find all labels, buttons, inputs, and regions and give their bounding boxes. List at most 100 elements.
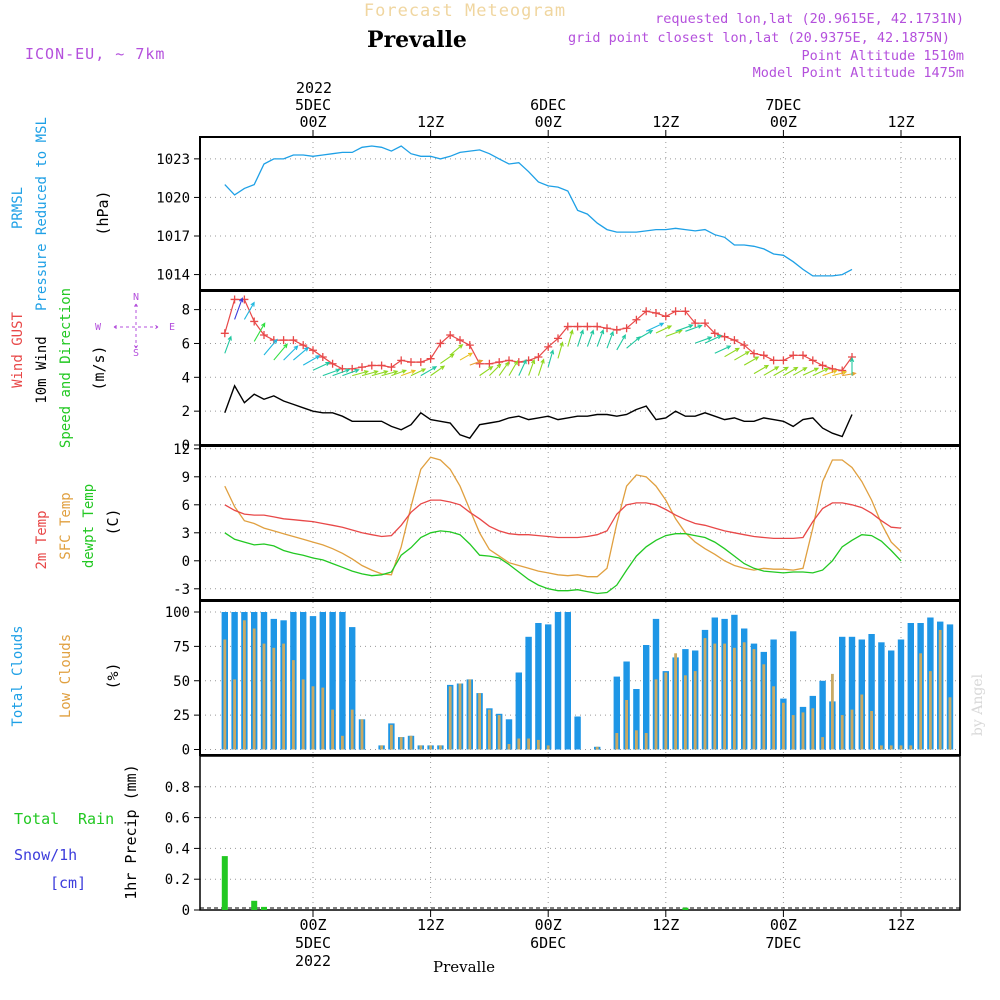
low-clouds-bar (243, 620, 246, 750)
wind-direction-arrow (537, 358, 545, 376)
gust-marker (426, 354, 435, 363)
total-clouds-bar (309, 616, 317, 750)
wind-direction-arrow (586, 329, 595, 347)
grid-lines (200, 137, 960, 911)
wind-direction-arrow (528, 358, 536, 376)
gust-marker (818, 361, 827, 370)
precip-ytick-label: 0.8 (165, 780, 190, 796)
wind-ytick-label: 0 (182, 438, 190, 454)
wind-direction-arrow (469, 359, 484, 366)
footer-location: Prevalle (433, 958, 495, 976)
wind-unit: (m/s) (90, 345, 108, 390)
grid-point-coords: grid point closest lon,lat (20.9375E, 42… (568, 30, 950, 46)
gust-marker (593, 322, 602, 331)
wind-ytick-label: 6 (182, 336, 190, 352)
gust-marker (808, 356, 817, 365)
low-clouds-bar (223, 639, 227, 750)
gust-marker (554, 334, 562, 343)
total-clouds-bar (554, 612, 562, 750)
low-clouds-bar (537, 739, 540, 750)
low-clouds-bar (713, 643, 717, 750)
gust-marker (612, 325, 621, 334)
gust-marker (505, 356, 513, 365)
wind-direction-arrow (489, 363, 502, 377)
gust-marker (632, 315, 641, 324)
low-clouds-bar (919, 653, 922, 750)
chart-title: Forecast Meteogram (364, 1, 566, 21)
gust-marker (740, 341, 749, 350)
wind-direction-arrow (518, 358, 527, 376)
wind-direction-arrow (302, 355, 321, 366)
wind-direction-arrow (636, 329, 654, 341)
low-clouds-bar (311, 686, 315, 750)
gust-marker (456, 336, 464, 345)
total-clouds-bar (897, 639, 905, 750)
gust-marker (652, 309, 660, 317)
low-clouds-bar (252, 628, 256, 750)
wind-direction-arrow (332, 368, 351, 377)
gust-marker (416, 358, 425, 367)
wind-ytick-label: 4 (182, 370, 190, 386)
precip-ytick-label: 0.2 (165, 872, 190, 888)
wind-direction-arrow (420, 366, 438, 377)
top-year-label: 2022 (296, 79, 332, 97)
rain-bar (682, 907, 689, 910)
pressure-unit: (hPa) (94, 190, 112, 235)
wind-direction-arrow (498, 361, 510, 376)
rain-bar (221, 856, 228, 910)
precip-panel: Total Rain Snow/1h [cm] 1hr Precip (mm) (14, 764, 140, 899)
low-clouds-bar (693, 671, 697, 750)
low-clouds-bar (948, 697, 952, 750)
wind-10m-label: 10m Wind (34, 336, 50, 403)
gust-marker (691, 319, 700, 328)
wind-direction-arrow (665, 329, 683, 337)
low-clouds-bar (517, 738, 521, 750)
wind-ytick-label: 2 (182, 404, 190, 420)
low-clouds-bar (321, 687, 325, 750)
wind-direction-arrow (773, 366, 790, 377)
wind-panel: Wind GUST 10m Wind Speed and Direction (… (10, 288, 175, 448)
bottom-hour-label: 00Z (535, 916, 562, 934)
total-clouds-bar (515, 672, 522, 750)
wind-direction-arrow (714, 345, 732, 354)
low-clouds-bar (880, 745, 883, 750)
gust-marker (250, 317, 259, 326)
wind-direction-arrow (547, 349, 555, 367)
low-clouds-bar (439, 745, 442, 750)
gust-marker (407, 358, 415, 367)
wind-gust-label: Wind GUST (10, 312, 26, 388)
pressure-label-2: Pressure Reduced to MSL (34, 117, 50, 311)
low-clouds-bar (644, 733, 648, 750)
total-clouds-bar (505, 719, 513, 750)
wind-direction-arrow (401, 369, 417, 377)
low-clouds-bar (723, 643, 726, 750)
sfc-temp-line (224, 456, 902, 578)
temperature-ytick-label: -3 (173, 582, 190, 598)
wind-direction-arrow (263, 338, 278, 356)
top-hour-label: 12Z (887, 113, 914, 131)
clouds-ytick-label: 75 (173, 639, 190, 655)
dewpt-temp-line (224, 530, 902, 595)
top-hour-label: 00Z (535, 113, 562, 131)
low-clouds-bar (840, 715, 844, 750)
low-clouds-bar (703, 638, 707, 750)
gust-marker (299, 341, 308, 350)
clouds-ytick-label: 0 (182, 743, 190, 759)
total-clouds-bar (839, 636, 846, 750)
gust-marker (279, 336, 288, 345)
gust-marker (642, 307, 651, 316)
temperature-ytick-label: 6 (182, 498, 190, 514)
low-clouds-bar (458, 683, 462, 750)
wind-direction-arrow (253, 322, 266, 342)
low-clouds-bar (546, 745, 550, 750)
gust-marker (446, 331, 455, 339)
wind-direction-arrow (342, 368, 360, 377)
gust-marker (328, 359, 337, 368)
low-clouds-bar (488, 709, 491, 750)
low-clouds-bar (654, 679, 658, 750)
gust-marker (730, 336, 739, 345)
gust-marker (720, 332, 729, 341)
low-clouds-bar (811, 708, 815, 750)
low-clouds-bar (341, 735, 344, 750)
